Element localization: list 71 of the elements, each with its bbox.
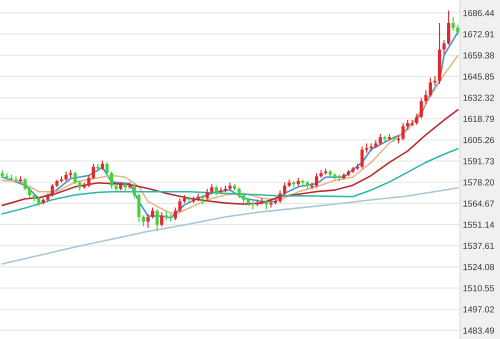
candlestick [169, 213, 172, 222]
candlestick [292, 180, 296, 188]
candlestick [74, 171, 77, 185]
candlestick [378, 134, 382, 146]
y-tick-label: 1686.44 [463, 10, 494, 16]
candlestick [314, 172, 318, 188]
candlestick [365, 142, 368, 154]
candlestick [142, 214, 146, 227]
candlestick [251, 200, 254, 210]
candlestick [401, 122, 405, 141]
candlestick [150, 207, 154, 220]
candlestick [23, 177, 27, 191]
candlestick [442, 40, 446, 55]
y-tick-label: 1605.26 [463, 136, 494, 144]
y-tick-label: 1483.49 [463, 327, 494, 334]
candlestick [28, 186, 32, 199]
candlestick [201, 194, 204, 206]
candlestick [415, 113, 418, 126]
line-series [2, 109, 458, 206]
candlestick [64, 171, 68, 182]
y-tick-label: 1672.91 [463, 31, 494, 38]
y-tick-label: 1564.67 [463, 200, 494, 207]
line-series [2, 148, 458, 215]
candlestick [210, 184, 214, 194]
y-tick-label: 1578.20 [463, 179, 494, 186]
y-tick-label: 1510.55 [463, 285, 494, 292]
candlestick [178, 198, 182, 213]
candlestick [160, 212, 164, 227]
candlestick [420, 98, 423, 119]
y-tick-label: 1618.79 [463, 116, 494, 122]
candlestick [456, 24, 460, 36]
candlestick [164, 210, 168, 221]
y-tick-label: 1537.61 [463, 242, 494, 250]
candlestick [87, 174, 90, 188]
candlestick [137, 192, 141, 222]
y-tick-label: 1524.08 [463, 264, 494, 270]
candlestick [100, 160, 104, 171]
candlestick [132, 184, 136, 199]
candlestick [92, 163, 95, 180]
candlestick [283, 182, 286, 196]
candlestick [124, 182, 127, 193]
candlestick [264, 199, 268, 210]
line-series [2, 187, 458, 265]
y-tick-label: 1497.02 [463, 306, 494, 312]
candlestick [433, 76, 437, 86]
y-tick-label: 1551.14 [463, 222, 494, 228]
candlestick [82, 182, 86, 190]
y-tick-label: 1591.73 [463, 158, 494, 164]
candlestick [428, 77, 432, 98]
candlestick [37, 196, 40, 207]
candlestick [360, 146, 364, 170]
candlestick [447, 10, 450, 46]
y-tick-label: 1659.38 [463, 52, 494, 59]
candlestick [424, 90, 428, 105]
candlestick [146, 213, 150, 228]
y-tick-label: 1645.85 [463, 73, 494, 80]
candlestick [105, 162, 109, 176]
candlestick [110, 171, 114, 190]
candlestick [50, 184, 54, 198]
candlestick [128, 182, 132, 190]
y-tick-label: 1632.32 [463, 94, 494, 101]
candlestick [214, 185, 218, 196]
candlestick [238, 186, 241, 199]
candlestick [452, 16, 455, 32]
candlestick [278, 190, 282, 204]
candlestick [156, 208, 159, 232]
candlestick [206, 188, 209, 200]
candlestick [174, 207, 177, 221]
candlestick [242, 192, 246, 204]
candlestick [333, 172, 336, 180]
candlestick [78, 180, 82, 191]
